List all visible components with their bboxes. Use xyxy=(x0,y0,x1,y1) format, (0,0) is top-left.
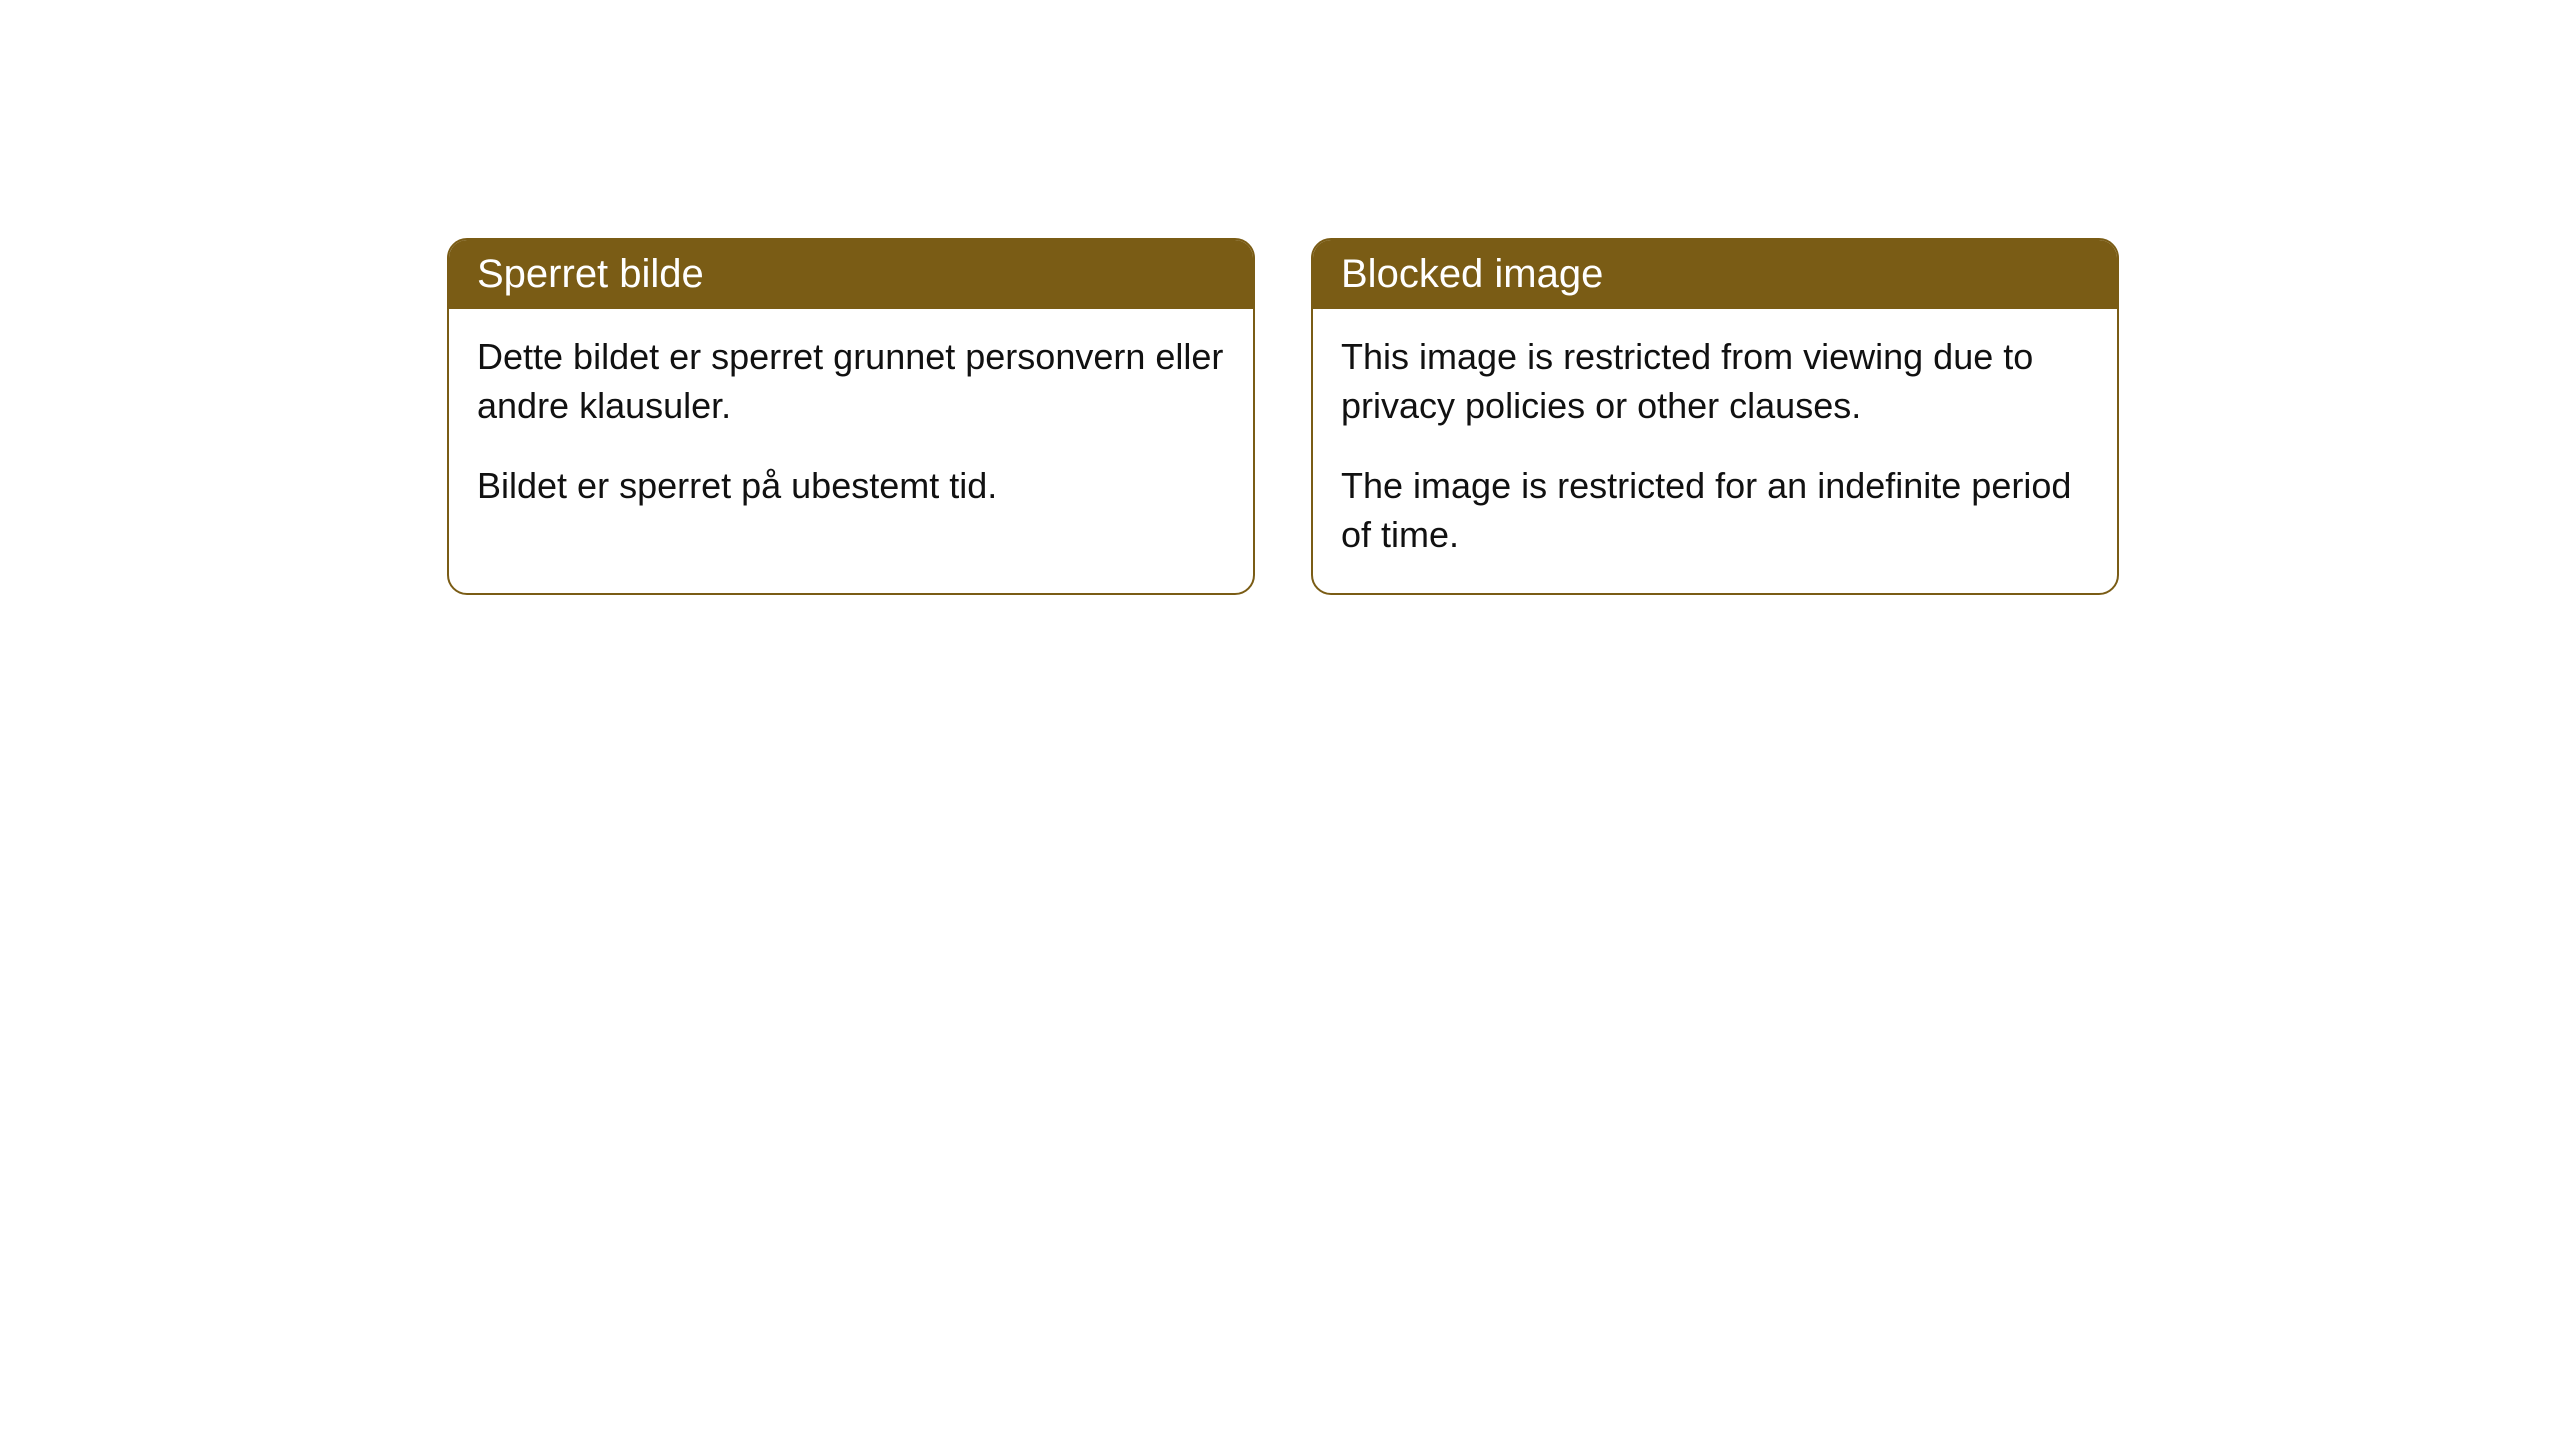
notice-paragraph: Dette bildet er sperret grunnet personve… xyxy=(477,333,1225,430)
notice-paragraph: Bildet er sperret på ubestemt tid. xyxy=(477,462,1225,511)
notice-paragraph: The image is restricted for an indefinit… xyxy=(1341,462,2089,559)
notice-title: Sperret bilde xyxy=(477,252,704,296)
notice-header-norwegian: Sperret bilde xyxy=(449,240,1253,309)
notice-header-english: Blocked image xyxy=(1313,240,2117,309)
notice-card-norwegian: Sperret bilde Dette bildet er sperret gr… xyxy=(447,238,1255,595)
notice-card-english: Blocked image This image is restricted f… xyxy=(1311,238,2119,595)
notice-container: Sperret bilde Dette bildet er sperret gr… xyxy=(0,0,2560,595)
notice-body-norwegian: Dette bildet er sperret grunnet personve… xyxy=(449,309,1253,545)
notice-paragraph: This image is restricted from viewing du… xyxy=(1341,333,2089,430)
notice-title: Blocked image xyxy=(1341,252,1603,296)
notice-body-english: This image is restricted from viewing du… xyxy=(1313,309,2117,593)
